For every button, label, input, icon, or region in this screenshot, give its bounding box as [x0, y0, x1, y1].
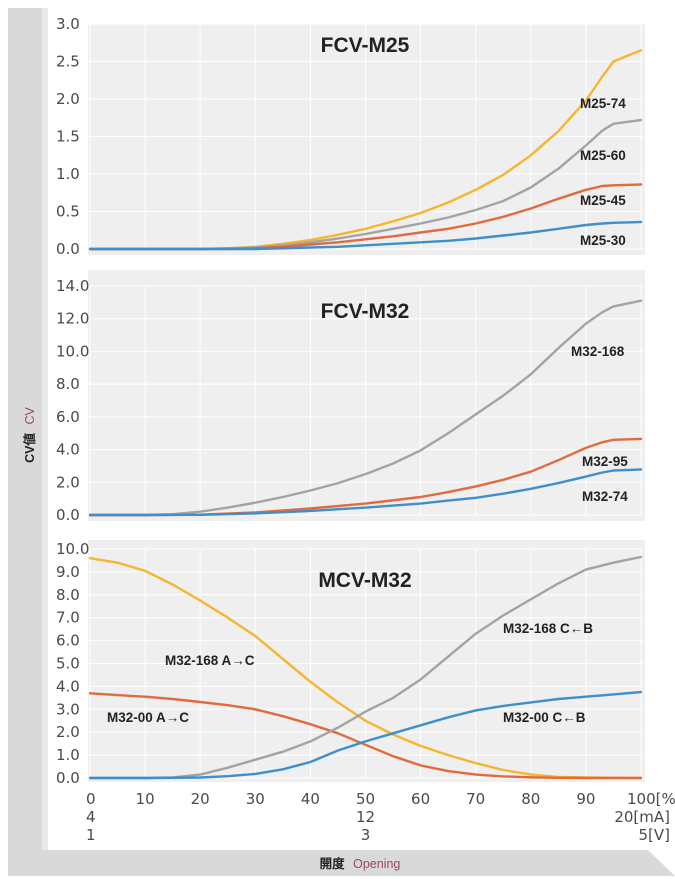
mcv-m32-y-tick-label: 0.0	[56, 769, 80, 787]
series-label-m32-95: M32-95	[582, 454, 628, 469]
mcv-m32-y-tick-label: 2.0	[56, 723, 80, 741]
fcv-m25-panel-title: FCV-M25	[321, 34, 410, 57]
series-label-m25-60: M25-60	[580, 148, 626, 163]
x-axis-title-main: 開度	[320, 856, 346, 871]
series-line-m32-168-cfromb	[88, 555, 643, 780]
series-line-m32-00-cfromb	[88, 690, 643, 780]
x-tick-label-percent: 70	[466, 790, 485, 808]
x-tick-label-ma-left: 4	[86, 808, 96, 826]
x-tick-label-percent: 90	[576, 790, 595, 808]
mcv-m32-y-tick-label: 8.0	[56, 586, 80, 604]
x-tick-label-v-mid: 3	[361, 826, 371, 844]
series-line-m32-168-atoc	[88, 557, 643, 780]
fcv-m25-y-tick-label: 0.0	[56, 240, 80, 258]
fcv-m32-y-tick-label: 6.0	[56, 408, 80, 426]
x-tick-label-ma-right: 20[mA]	[614, 808, 670, 826]
fcv-m25-y-tick-label: 3.0	[56, 15, 80, 33]
mcv-m32-panel-title: MCV-M32	[318, 569, 411, 592]
mcv-m32-y-tick-label: 4.0	[56, 677, 80, 695]
series-label-m25-30: M25-30	[580, 233, 626, 248]
x-tick-label-percent: 50	[356, 790, 375, 808]
x-tick-label-percent: 80	[521, 790, 540, 808]
fcv-m32-panel-bg	[88, 270, 645, 521]
series-label-m32-168-cfromb: M32-168 C←B	[503, 621, 593, 636]
y-axis-title-sub: CV	[23, 406, 37, 424]
x-tick-label-percent: 60	[411, 790, 430, 808]
fcv-m25-y-tick-label: 2.5	[56, 53, 80, 71]
x-tick-label-percent: 30	[246, 790, 265, 808]
series-line-m32-168	[88, 299, 643, 517]
fcv-m32-y-tick-label: 4.0	[56, 441, 80, 459]
x-tick-label-v-right: 5[V]	[638, 826, 670, 844]
fcv-m32-y-tick-label: 8.0	[56, 375, 80, 393]
fcv-m25-y-tick-label: 2.0	[56, 90, 80, 108]
svg-text:開度 Opening: 開度 Opening	[320, 855, 401, 872]
y-axis-title-main: CV値	[22, 432, 37, 462]
series-line-m32-00-atoc	[88, 692, 643, 780]
x-tick-label-percent: 10	[136, 790, 155, 808]
x-tick-label-percent: 100[%]	[627, 790, 675, 808]
series-label-m32-00-cfromb: M32-00 C←B	[503, 710, 586, 725]
fcv-m32-panel-title: FCV-M32	[321, 300, 410, 323]
bottom-frame-band	[8, 850, 648, 876]
x-tick-label-v-left: 1	[86, 826, 96, 844]
mcv-m32-y-tick-label: 10.0	[56, 540, 89, 558]
x-tick-label-percent: 20	[191, 790, 210, 808]
x-tick-label-percent: 40	[301, 790, 320, 808]
fcv-m25-y-tick-label: 0.5	[56, 203, 80, 221]
x-axis-title-sub: Opening	[353, 857, 400, 871]
y-axis-title: CV値 CV	[21, 406, 38, 462]
series-label-m25-45: M25-45	[580, 193, 626, 208]
left-frame-band	[8, 8, 42, 856]
series-line-m25-30	[88, 220, 643, 251]
x-axis-title: 開度 Opening	[320, 855, 401, 872]
fcv-m32-y-tick-label: 2.0	[56, 473, 80, 491]
fcv-m25-y-tick-label: 1.5	[56, 128, 80, 146]
fcv-m32-y-tick-label: 10.0	[56, 342, 89, 360]
svg-text:CV値 CV: CV値 CV	[21, 406, 38, 462]
left-frame-inner	[42, 8, 48, 850]
series-label-m32-168: M32-168	[571, 344, 625, 359]
fcv-m25-y-tick-label: 1.0	[56, 165, 80, 183]
mcv-m32-y-tick-label: 5.0	[56, 655, 80, 673]
series-label-m32-00-atoc: M32-00 A→C	[107, 710, 189, 725]
series-label-m32-74: M32-74	[582, 489, 628, 504]
series-label-m25-74: M25-74	[580, 96, 626, 111]
fcv-m32-y-tick-label: 14.0	[56, 277, 89, 295]
mcv-m32-y-tick-label: 9.0	[56, 563, 80, 581]
series-label-m32-168-atoc: M32-168 A→C	[165, 653, 255, 668]
fcv-m32-y-tick-label: 0.0	[56, 506, 80, 524]
frame-top-bevel	[8, 8, 42, 52]
mcv-m32-y-tick-label: 6.0	[56, 632, 80, 650]
mcv-m32-y-tick-label: 7.0	[56, 609, 80, 627]
fcv-m25-panel-bg	[88, 24, 645, 255]
fcv-m32-y-tick-label: 12.0	[56, 310, 89, 328]
x-tick-label-percent: 0	[86, 790, 96, 808]
series-line-m32-74	[88, 468, 643, 517]
mcv-m32-y-tick-label: 3.0	[56, 700, 80, 718]
frame-bottom-bevel	[648, 850, 675, 876]
x-tick-label-ma-mid: 12	[356, 808, 375, 826]
mcv-m32-y-tick-label: 1.0	[56, 746, 80, 764]
